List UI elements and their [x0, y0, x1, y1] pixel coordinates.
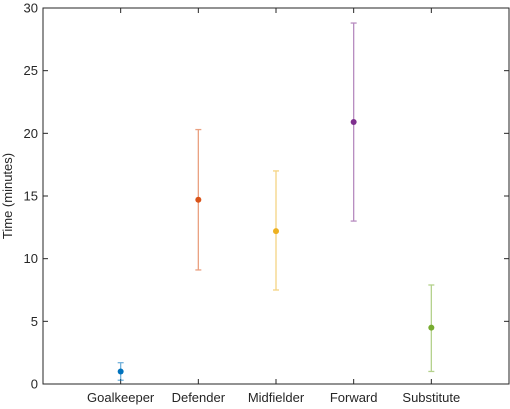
data-point-midfielder [273, 228, 279, 235]
y-axis-ticks: 0 5 10 15 20 25 30 [24, 1, 509, 392]
y-tick-label: 30 [24, 1, 38, 16]
x-tick-label: Goalkeeper [87, 390, 155, 405]
x-tick-label: Substitute [402, 390, 460, 405]
x-tick-label: Forward [330, 390, 378, 405]
y-tick-label: 20 [24, 126, 38, 141]
data-point-defender [195, 196, 202, 203]
y-tick-label: 5 [31, 314, 38, 329]
x-tick-label: Defender [172, 390, 226, 405]
y-tick-label: 10 [24, 251, 38, 266]
data-point-forward [350, 119, 357, 126]
x-tick-label: Midfielder [248, 390, 305, 405]
y-tick-label: 15 [24, 189, 38, 204]
y-tick-label: 0 [31, 377, 38, 392]
y-axis-label: Time (minutes) [0, 153, 15, 239]
data-point-goalkeeper [117, 368, 124, 375]
x-axis-ticks: Goalkeeper Defender Midfielder Forward Subst… [87, 8, 460, 405]
data-series [117, 22, 435, 381]
data-point-substitute [428, 324, 435, 331]
plot-frame [42, 7, 510, 385]
y-tick-label: 25 [24, 63, 38, 78]
